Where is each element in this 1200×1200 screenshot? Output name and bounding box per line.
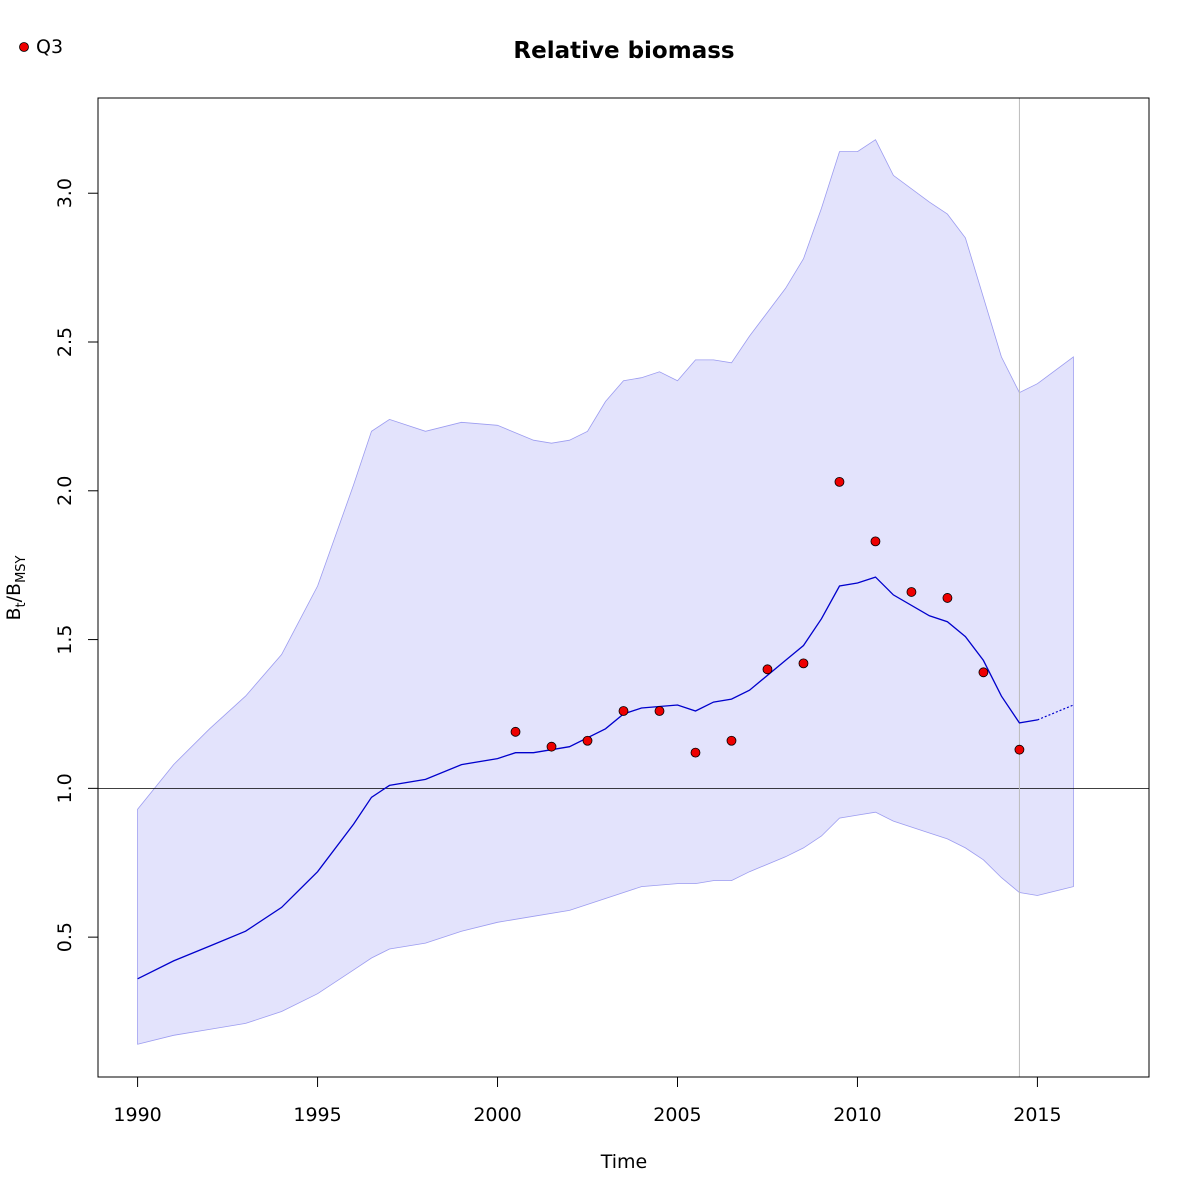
observation-point-q3 xyxy=(798,658,809,669)
biomass-projection-line xyxy=(1037,704,1074,721)
observation-point-q3 xyxy=(618,706,629,716)
x-tick-label: 2015 xyxy=(1013,1104,1061,1126)
y-axis-label: Bt/BMSY xyxy=(3,555,29,620)
observation-point-q3 xyxy=(870,536,881,547)
observation-point-q3 xyxy=(942,593,953,603)
observation-point-q3 xyxy=(582,735,593,746)
observation-point-q3 xyxy=(654,706,665,716)
y-tick-label: 0.5 xyxy=(54,922,76,952)
legend-label-q3: Q3 xyxy=(36,36,63,58)
x-tick-label: 2010 xyxy=(833,1104,881,1126)
x-tick-label: 2000 xyxy=(473,1104,521,1126)
observation-point-q3 xyxy=(834,476,845,487)
y-tick-label: 1.0 xyxy=(54,773,76,803)
legend-marker-q3 xyxy=(19,42,29,52)
observation-point-q3 xyxy=(762,664,773,675)
x-tick-label: 1990 xyxy=(113,1104,161,1126)
y-tick-label: 2.5 xyxy=(54,327,76,357)
y-tick-label: 1.5 xyxy=(54,624,76,654)
observation-point-q3 xyxy=(690,747,701,758)
biomass-estimate-line xyxy=(137,576,1038,980)
observation-point-q3 xyxy=(978,667,989,678)
observation-point-q3 xyxy=(1014,744,1025,755)
plot-area xyxy=(97,97,1150,1078)
chart-title: Relative biomass xyxy=(513,38,734,64)
y-tick-label: 2.0 xyxy=(54,476,76,506)
y-tick-label: 3.0 xyxy=(54,178,76,208)
observation-point-q3 xyxy=(726,735,737,746)
x-axis: 1990 1995 2000 2005 2010 2015 xyxy=(113,1076,1062,1126)
observation-point-q3 xyxy=(546,741,557,752)
x-tick-label: 2005 xyxy=(653,1104,701,1126)
x-axis-label: Time xyxy=(600,1151,648,1173)
observation-point-q3 xyxy=(510,726,521,737)
observation-point-q3 xyxy=(906,587,917,597)
y-axis: 0.5 1.0 1.5 2.0 2.5 3.0 xyxy=(54,178,99,952)
x-tick-label: 1995 xyxy=(293,1104,341,1126)
legend: Q3 xyxy=(19,36,63,58)
confidence-band xyxy=(137,139,1074,1045)
